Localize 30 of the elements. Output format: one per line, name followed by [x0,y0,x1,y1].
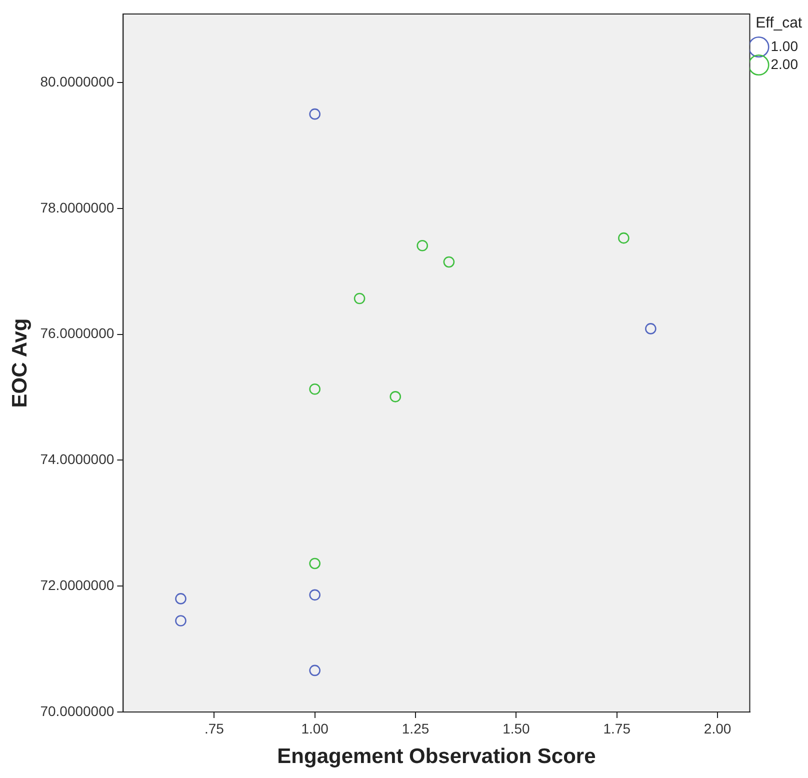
point [175,593,186,604]
point [618,232,630,244]
y-tick-label: 72.0000000 [40,576,114,593]
point [416,240,428,252]
point [390,391,402,402]
x-tick-label: 1.75 [603,720,631,736]
x-tick-label: 1.25 [402,720,430,736]
x-axis-title: Engagement Observation Score [277,745,596,768]
legend-title: Eff_cat [756,14,803,32]
point [309,383,320,395]
point [354,292,366,304]
y-tick-label: 70.0000000 [40,702,114,719]
point [645,323,656,334]
point [443,256,455,268]
point [309,558,320,570]
y-tick-label: 80.0000000 [40,73,114,90]
legend-label: 2.00 [770,56,798,72]
point [309,664,320,676]
x-tick-label: 1.50 [502,720,530,736]
y-tick-label: 78.0000000 [40,199,114,216]
point [309,589,320,601]
y-tick-label: 74.0000000 [40,451,114,468]
point [309,108,320,120]
x-tick-label: .75 [204,720,224,736]
y-tick-label: 76.0000000 [40,325,114,342]
point [175,615,186,626]
x-tick-label: 1.00 [301,720,329,736]
legend-label: 1.00 [770,38,798,54]
x-tick-label: 2.00 [704,720,732,736]
y-axis-title: EOC Avg [8,318,32,408]
